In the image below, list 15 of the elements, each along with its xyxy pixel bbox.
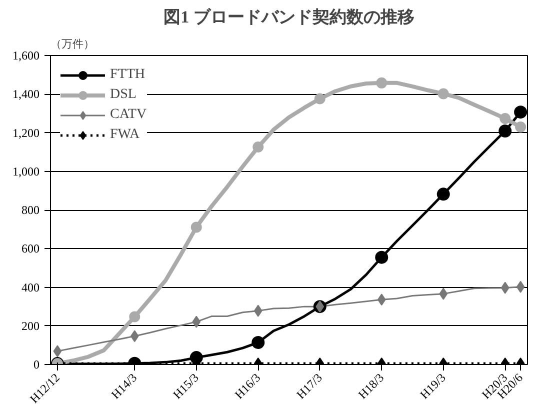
y-tick-label: 200 <box>22 318 40 333</box>
y-tick-label: 1,400 <box>12 87 40 102</box>
y-tick-label: 1,000 <box>12 164 40 178</box>
legend-label: FTTH <box>110 67 145 83</box>
y-tick-label: 600 <box>22 242 40 256</box>
y-tick-label: 0 <box>34 358 40 372</box>
y-tick-label: 1,600 <box>12 48 40 62</box>
y-tick-label: 800 <box>22 203 40 217</box>
chart-title: 図1 ブロードバンド契約数の推移 <box>164 8 414 26</box>
legend-label: CATV <box>110 107 147 123</box>
legend-label: FWA <box>110 127 140 143</box>
y-tick-label: 400 <box>22 280 40 294</box>
y-tick-label: 1,200 <box>12 126 40 140</box>
legend-label: DSL <box>110 87 136 103</box>
y-axis-title: （万件） <box>50 38 94 50</box>
